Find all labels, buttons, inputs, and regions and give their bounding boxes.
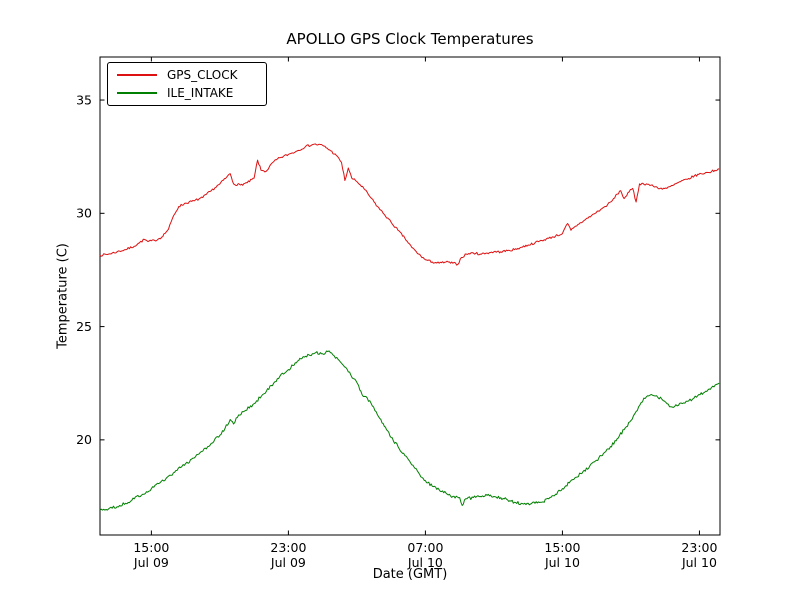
y-tick-label: 20	[76, 432, 92, 447]
x-tick-date-label: Jul 09	[270, 555, 306, 570]
y-axis-label: Temperature (C)	[55, 243, 71, 349]
legend-label-ile-intake: ILE_INTAKE	[167, 86, 234, 100]
legend-item-gps-clock: GPS_CLOCK	[117, 69, 252, 81]
x-tick-date-label: Jul 10	[544, 555, 580, 570]
legend-line-sample-ile-intake	[117, 92, 157, 94]
x-tick-time-label: 23:00	[270, 540, 306, 555]
x-tick-time-label: 07:00	[407, 540, 443, 555]
y-tick-label: 35	[76, 92, 92, 107]
legend-item-ile-intake: ILE_INTAKE	[117, 87, 252, 99]
y-tick-label: 25	[76, 319, 92, 334]
chart-title: APOLLO GPS Clock Temperatures	[286, 30, 534, 48]
legend-label-gps-clock: GPS_CLOCK	[167, 68, 238, 82]
legend: GPS_CLOCK ILE_INTAKE	[107, 62, 267, 106]
x-tick-time-label: 15:00	[133, 540, 169, 555]
x-tick-date-label: Jul 09	[133, 555, 169, 570]
x-tick-time-label: 15:00	[544, 540, 580, 555]
x-tick-date-label: Jul 10	[407, 555, 443, 570]
legend-line-sample-gps-clock	[117, 74, 157, 76]
axes-frame	[99, 56, 721, 536]
x-axis-label: Date (GMT)	[372, 567, 448, 582]
x-tick-time-label: 23:00	[681, 540, 717, 555]
series-line-ile-intake	[99, 350, 720, 511]
series-line-gps-clock	[99, 143, 720, 266]
x-tick-date-label: Jul 10	[681, 555, 717, 570]
y-tick-label: 30	[76, 206, 92, 221]
